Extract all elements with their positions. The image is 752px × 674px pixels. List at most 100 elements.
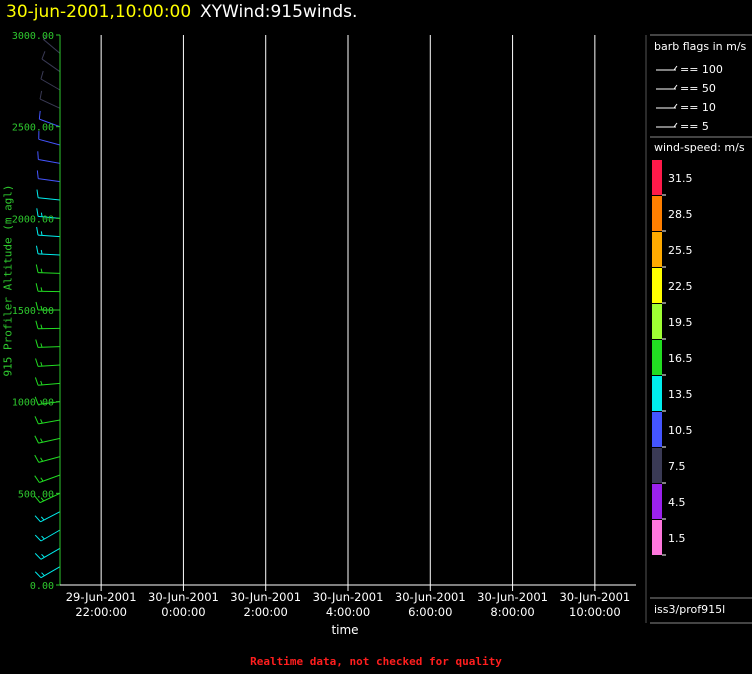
barb-staff	[40, 511, 61, 523]
wind-barb	[34, 511, 61, 523]
wind-speed-label: 4.5	[668, 496, 686, 509]
wind-speed-title: wind-speed: m/s	[654, 141, 745, 154]
barb-staff	[42, 38, 61, 54]
wind-speed-swatch	[652, 160, 662, 195]
barb-tick	[34, 396, 39, 405]
y-tick-label: 2500.00	[12, 123, 54, 134]
x-tick-label: 2:00:00	[244, 605, 288, 619]
barb-tick	[40, 249, 43, 255]
wind-barb	[35, 339, 61, 348]
x-tick-label: 6:00:00	[408, 605, 452, 619]
wind-speed-swatch	[652, 196, 662, 231]
quality-note: Realtime data, not checked for quality	[250, 655, 502, 668]
barb-tick	[40, 324, 43, 329]
barb-tick	[41, 572, 45, 577]
wind-speed-swatch	[652, 340, 662, 375]
barb-tick	[36, 226, 39, 236]
barb-tick	[40, 362, 43, 367]
y-tick-label: 3000.00	[12, 31, 54, 42]
wind-speed-swatch	[652, 268, 662, 303]
x-tick-label: 10:00:00	[569, 605, 621, 619]
wind-barb	[34, 454, 61, 463]
wind-speed-swatch	[652, 484, 662, 519]
barb-tick	[34, 435, 39, 444]
barb-staff	[39, 98, 61, 109]
wind-speed-swatch	[652, 412, 662, 447]
barb-flag-label: == 100	[680, 63, 723, 76]
barb-tick	[34, 416, 39, 425]
wind-speed-label: 28.5	[668, 208, 693, 221]
wind-barb	[34, 547, 61, 560]
wind-speed-label: 19.5	[668, 316, 693, 329]
barb-tick	[40, 399, 43, 405]
wind-barb	[34, 377, 61, 386]
barb-flag-sample-tick	[673, 84, 678, 90]
x-tick-label: 30-Jun-2001	[148, 590, 219, 604]
wind-speed-swatch	[652, 232, 662, 267]
x-tick-label: 8:00:00	[490, 605, 534, 619]
wind-barb	[36, 189, 61, 201]
wind-barb	[35, 283, 61, 293]
wind-barb	[36, 170, 61, 183]
wind-barb	[39, 90, 61, 109]
barb-staff	[39, 118, 61, 128]
barb-tick	[41, 51, 46, 60]
y-tick-label: 2000.00	[12, 214, 54, 225]
wind-barb	[34, 435, 61, 444]
barb-tick	[34, 553, 42, 560]
barb-staff	[40, 566, 61, 579]
barb-staff	[40, 547, 61, 560]
barb-flag-label: == 50	[680, 82, 716, 95]
barb-staff	[38, 253, 61, 256]
barb-tick	[34, 475, 40, 483]
barb-tick	[35, 283, 39, 292]
barb-tick	[40, 305, 43, 311]
wind-speed-label: 10.5	[668, 424, 693, 437]
barb-tick	[40, 343, 43, 348]
barb-tick	[34, 495, 41, 503]
wind-speed-swatch	[652, 448, 662, 483]
wind-speed-swatch	[652, 376, 662, 411]
wind-barb	[36, 226, 61, 238]
barb-flag-sample-tick	[673, 103, 678, 109]
barb-tick	[40, 516, 45, 521]
wind-speed-swatch	[652, 520, 662, 555]
wind-speed-label: 25.5	[668, 244, 693, 257]
barb-tick	[41, 554, 45, 558]
barb-staff	[38, 197, 61, 201]
x-tick-label: 4:00:00	[326, 605, 370, 619]
barb-tick	[36, 208, 39, 217]
barb-staff	[38, 159, 61, 164]
barb-flag-label: == 10	[680, 101, 716, 114]
wind-barb	[35, 264, 61, 274]
barb-staff	[39, 474, 61, 483]
barb-tick	[40, 497, 45, 502]
barb-flag-sample-tick	[673, 65, 678, 71]
barb-staff	[41, 58, 61, 73]
barb-tick	[34, 571, 42, 579]
barb-tick	[40, 212, 43, 217]
wind-barb	[42, 35, 61, 54]
wind-speed-label: 22.5	[668, 280, 693, 293]
wind-barb	[40, 70, 61, 91]
barb-staff	[37, 272, 61, 274]
barb-tick	[40, 380, 43, 386]
wind-barb	[35, 320, 61, 330]
wind-speed-label: 1.5	[668, 532, 686, 545]
wind-speed-label: 13.5	[668, 388, 693, 401]
x-tick-label: 0:00:00	[161, 605, 205, 619]
barb-tick	[36, 189, 39, 198]
x-tick-label: 30-Jun-2001	[477, 590, 548, 604]
barb-staff	[40, 78, 61, 91]
axes: 29-Jun-200122:00:0030-Jun-20010:00:0030-…	[12, 31, 636, 619]
wind-barb	[34, 529, 61, 542]
barb-tick	[41, 535, 45, 540]
y-tick-label: 0.00	[30, 581, 54, 592]
wind-barb	[35, 358, 61, 367]
x-tick-label: 22:00:00	[75, 605, 127, 619]
barb-tick	[40, 70, 44, 80]
wind-barb	[38, 131, 61, 146]
barb-staff	[37, 346, 61, 348]
barb-tick	[40, 268, 43, 273]
